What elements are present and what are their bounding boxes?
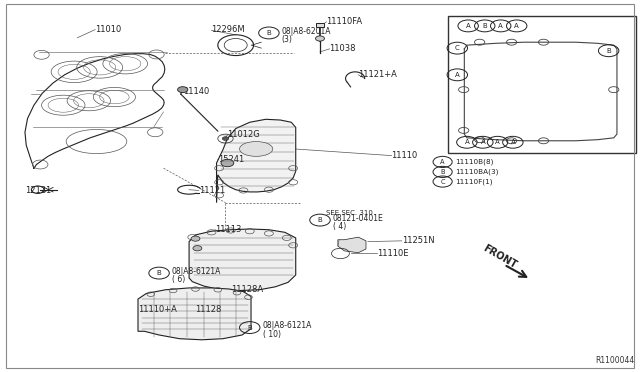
Text: 11110F(1): 11110F(1) [456,178,493,185]
Text: A: A [440,159,445,165]
Text: 12121: 12121 [25,186,51,195]
Text: C: C [455,45,460,51]
Text: A: A [499,23,503,29]
Text: 08|A8-6121A: 08|A8-6121A [262,321,312,330]
Ellipse shape [239,141,273,156]
Text: 11110E: 11110E [378,249,409,258]
Text: A: A [465,139,469,145]
Circle shape [222,137,228,140]
Text: B: B [317,217,323,223]
Text: C: C [440,179,445,185]
Text: 11121+A: 11121+A [358,70,397,79]
Circle shape [316,36,324,41]
Circle shape [177,87,188,93]
Text: (3): (3) [282,35,292,44]
Polygon shape [189,229,296,291]
Text: B: B [440,169,445,175]
Text: A: A [511,139,515,145]
Text: 11121: 11121 [198,186,225,195]
Text: 11128A: 11128A [230,285,262,294]
Text: B: B [483,23,487,29]
Text: 08|A8-6121A: 08|A8-6121A [172,267,221,276]
Text: SEE SEC. 310: SEE SEC. 310 [326,210,373,216]
Bar [316,23,324,28]
Bar [448,16,636,153]
Text: 11110: 11110 [392,151,418,160]
Text: 11010: 11010 [95,25,122,34]
Text: B: B [606,48,611,54]
Polygon shape [338,237,366,253]
Text: 12296M: 12296M [211,25,245,34]
Text: 08|A8-6201A: 08|A8-6201A [282,26,331,36]
Text: 11012G: 11012G [227,130,260,140]
Text: FRONT: FRONT [481,243,518,270]
Text: ( 10): ( 10) [262,330,280,339]
Text: 11251N: 11251N [402,236,435,246]
Text: 11110BA(3): 11110BA(3) [456,169,499,175]
Text: ( 6): ( 6) [172,275,185,284]
Text: B: B [266,30,271,36]
Circle shape [193,246,202,251]
Text: 15241: 15241 [218,155,244,164]
Text: 11110FA: 11110FA [326,17,362,26]
Text: A: A [495,139,500,145]
Text: 11110+A: 11110+A [138,305,177,314]
Text: 08121-0401E: 08121-0401E [333,214,383,223]
Text: ( 4): ( 4) [333,222,346,231]
Text: A: A [466,23,470,29]
Text: A: A [515,23,519,29]
Circle shape [191,236,200,241]
Text: B: B [157,270,161,276]
Text: 11038: 11038 [330,44,356,52]
Text: R1100044: R1100044 [595,356,634,365]
Text: 11128: 11128 [195,305,222,314]
Text: A: A [455,72,460,78]
Text: 11113: 11113 [214,225,241,234]
Text: 11140: 11140 [182,87,209,96]
Text: A: A [481,139,485,145]
Text: B: B [248,325,252,331]
Text: 11110B(8): 11110B(8) [456,159,494,165]
Circle shape [221,159,234,167]
Polygon shape [216,119,296,203]
Polygon shape [138,288,251,340]
